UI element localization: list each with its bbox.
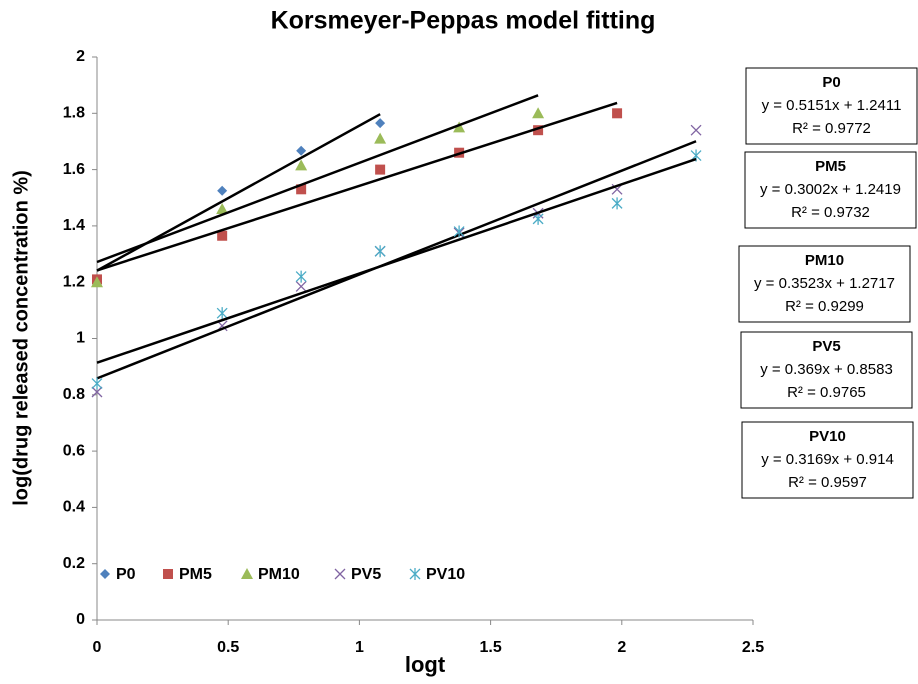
y-tick-label: 1 xyxy=(76,330,85,347)
y-tick-label: 1.4 xyxy=(63,217,85,234)
x-tick-label: 2 xyxy=(617,639,626,656)
y-tick-label: 1.6 xyxy=(63,161,85,178)
equation-box xyxy=(744,151,917,229)
legend-label: PV10 xyxy=(426,566,465,583)
data-point xyxy=(374,245,386,258)
trendline xyxy=(96,94,539,264)
data-point xyxy=(690,124,702,136)
data-point xyxy=(296,145,307,156)
data-point xyxy=(532,212,544,225)
y-tick-label: 2 xyxy=(76,48,85,65)
data-point xyxy=(91,386,103,398)
data-point xyxy=(532,107,545,119)
x-tick-label: 0.5 xyxy=(217,639,239,656)
data-point xyxy=(217,230,228,241)
legend-label: PV5 xyxy=(351,566,381,583)
equation: y = 0.3169x + 0.914 xyxy=(761,451,894,468)
r-squared: R² = 0.9597 xyxy=(788,474,867,491)
y-tick-label: 0 xyxy=(76,611,85,628)
x-tick-label: 1 xyxy=(355,639,364,656)
legend-label: PM10 xyxy=(258,566,300,583)
data-point xyxy=(295,280,307,292)
equation-box xyxy=(740,331,913,409)
chart-title: Korsmeyer-Peppas model fitting xyxy=(271,7,656,35)
r-squared: R² = 0.9765 xyxy=(787,384,866,401)
legend-marker xyxy=(100,569,110,579)
y-tick-label: 0.2 xyxy=(63,555,85,572)
data-point xyxy=(216,203,229,215)
data-point xyxy=(375,118,386,129)
data-point xyxy=(217,185,228,196)
y-tick-label: 0.6 xyxy=(63,442,85,459)
data-point xyxy=(216,307,228,320)
legend-label: PM5 xyxy=(179,566,212,583)
equation: y = 0.369x + 0.8583 xyxy=(760,361,893,378)
equation: y = 0.5151x + 1.2411 xyxy=(762,97,902,114)
data-point xyxy=(375,164,386,175)
data-point xyxy=(611,197,623,210)
data-point xyxy=(91,377,103,390)
y-axis-label: log(drug released concentration %) xyxy=(10,170,32,506)
equation-box xyxy=(745,67,918,145)
legend-marker xyxy=(241,568,253,579)
data-point xyxy=(295,159,308,171)
legend-marker xyxy=(334,568,346,580)
x-tick-label: 1.5 xyxy=(479,639,501,656)
data-point xyxy=(295,270,307,283)
x-tick-label: 2.5 xyxy=(742,639,764,656)
r-squared: R² = 0.9732 xyxy=(791,204,870,221)
x-tick-label: 0 xyxy=(93,639,102,656)
equation-box xyxy=(738,245,911,323)
data-point xyxy=(453,121,466,133)
y-tick-label: 0.4 xyxy=(63,499,85,516)
data-point xyxy=(91,276,103,288)
trendline xyxy=(96,101,618,272)
y-tick-label: 1.2 xyxy=(63,273,85,290)
data-point xyxy=(612,108,623,119)
equation-box xyxy=(741,421,914,499)
y-tick-label: 0.8 xyxy=(63,386,85,403)
equation-series-name: P0 xyxy=(822,74,840,91)
r-squared: R² = 0.9772 xyxy=(792,120,871,137)
equation-series-name: PV5 xyxy=(812,338,840,355)
y-tick-label: 1.8 xyxy=(63,105,85,122)
legend-label: P0 xyxy=(116,566,136,583)
data-point xyxy=(374,132,387,144)
r-squared: R² = 0.9299 xyxy=(785,298,864,315)
equation: y = 0.3002x + 1.2419 xyxy=(760,181,901,198)
x-axis-label: logt xyxy=(405,652,446,677)
data-point xyxy=(453,225,465,238)
equation-series-name: PV10 xyxy=(809,428,846,445)
equation-series-name: PM10 xyxy=(805,252,844,269)
equation: y = 0.3523x + 1.2717 xyxy=(754,275,895,292)
legend-marker xyxy=(409,568,421,580)
trendline xyxy=(96,157,697,364)
legend-marker xyxy=(163,569,173,579)
equation-series-name: PM5 xyxy=(815,158,846,175)
